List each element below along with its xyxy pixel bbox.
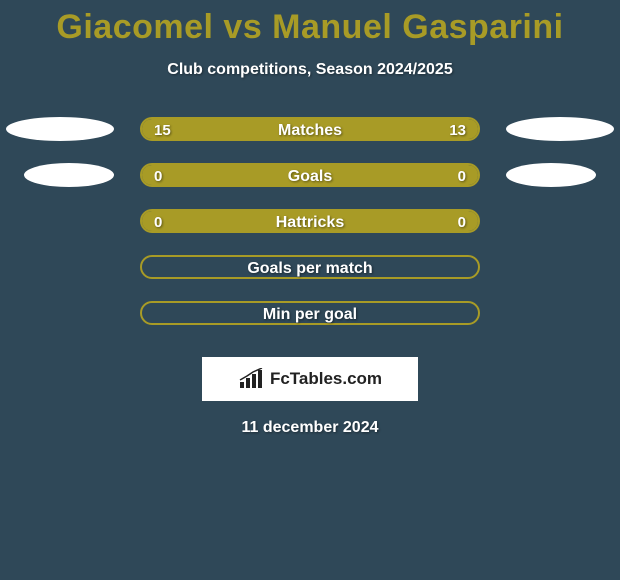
stat-bar: Goals per match [140, 255, 480, 279]
stat-label: Goals [142, 168, 478, 186]
marker-right [506, 163, 596, 187]
stat-rows: 1513Matches 00Goals 00Hattricks Goals per m… [0, 117, 620, 347]
page-title: Giacomel vs Manuel Gasparini [0, 0, 620, 47]
stat-label: Goals per match [142, 260, 478, 278]
stat-bar: 00Goals [140, 163, 480, 187]
marker-right [506, 117, 614, 141]
subtitle: Club competitions, Season 2024/2025 [0, 61, 620, 79]
stat-bar: Min per goal [140, 301, 480, 325]
stat-row: 1513Matches [0, 117, 620, 163]
stat-row: Min per goal [0, 301, 620, 347]
stat-row: 00Goals [0, 163, 620, 209]
marker-left [24, 163, 114, 187]
marker-left [6, 117, 114, 141]
stat-label: Hattricks [142, 214, 478, 232]
bars-icon [238, 368, 266, 390]
stat-row: Goals per match [0, 255, 620, 301]
stat-bar: 1513Matches [140, 117, 480, 141]
stat-row: 00Hattricks [0, 209, 620, 255]
stat-label: Matches [142, 122, 478, 140]
stat-label: Min per goal [142, 306, 478, 324]
date-line: 11 december 2024 [0, 419, 620, 437]
stat-bar: 00Hattricks [140, 209, 480, 233]
comparison-infographic: Giacomel vs Manuel Gasparini Club compet… [0, 0, 620, 580]
brand-badge: FcTables.com [202, 357, 418, 401]
brand-text: FcTables.com [270, 369, 382, 389]
